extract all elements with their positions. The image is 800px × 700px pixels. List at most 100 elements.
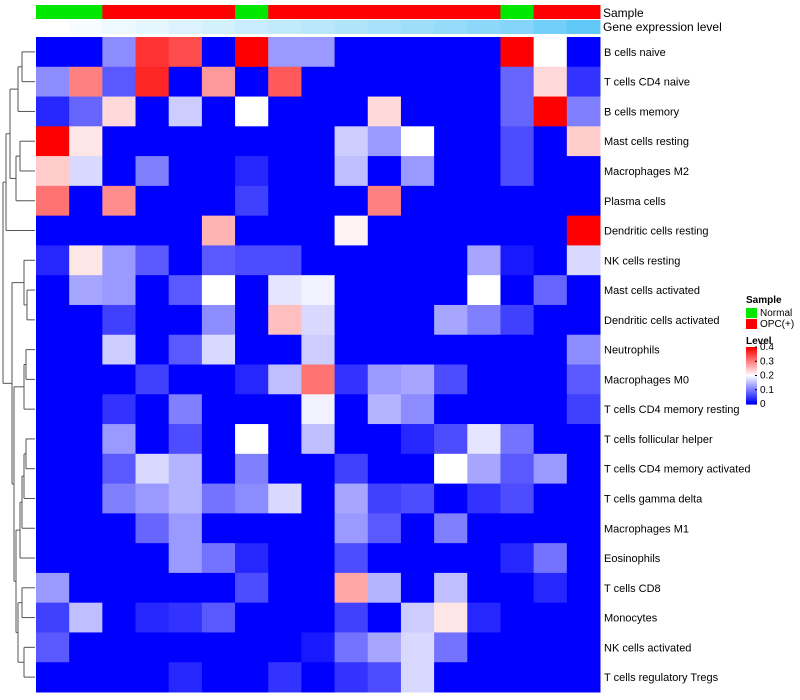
heatmap-cell [301, 572, 336, 604]
heatmap-cell [434, 483, 468, 514]
row-label: T cells follicular helper [604, 434, 713, 446]
heatmap-cell [467, 662, 501, 693]
heatmap-cell [268, 543, 302, 574]
heatmap-cell [69, 364, 103, 395]
legend-colorbar-step [746, 395, 757, 398]
heatmap-cell [69, 602, 103, 633]
sample-track-cell [69, 5, 103, 19]
heatmap-cell [533, 245, 568, 276]
heatmap-cell [334, 513, 369, 544]
heatmap-cell [102, 126, 137, 157]
heatmap-cell [500, 156, 535, 187]
heatmap-cell [367, 126, 402, 157]
annotation-tracks [36, 5, 601, 34]
heatmap-cell [201, 185, 236, 217]
heatmap-cell [168, 185, 203, 217]
heatmap-cell [566, 185, 601, 217]
heatmap-cell [36, 96, 70, 127]
heatmap-cell [400, 245, 435, 276]
heatmap-cell [334, 156, 369, 187]
heatmap-cell [434, 304, 468, 336]
heatmap-cell [201, 245, 236, 276]
heatmap-cell [434, 424, 468, 455]
heatmap-cell [566, 96, 601, 127]
heatmap-cell [135, 334, 170, 365]
legend-colorbar-step [746, 402, 757, 405]
legend-colorbar-step [746, 364, 757, 367]
heatmap-cell [566, 215, 601, 246]
heatmap-cell [467, 275, 501, 306]
legend-tick-label: 0.3 [760, 356, 774, 367]
row-label: NK cells activated [604, 642, 691, 654]
heatmap-cell [301, 275, 336, 306]
legend-colorbar-step [746, 378, 757, 381]
heatmap-cell [235, 275, 269, 306]
legend-colorbar-step [746, 359, 757, 362]
sample-track-cell [135, 5, 170, 19]
legend-colorbar-step [746, 349, 757, 352]
heatmap-cell [201, 37, 236, 68]
heatmap-cell [500, 453, 535, 485]
heatmap-cell [201, 632, 236, 663]
sample-track-cell [367, 5, 402, 19]
heatmap-cell [566, 483, 601, 514]
heatmap-cell [36, 424, 70, 455]
heatmap-cell [36, 156, 70, 187]
heatmap-cell [268, 602, 302, 633]
expression-track-cell [367, 20, 402, 34]
heatmap-cell [566, 602, 601, 633]
heatmap-cell [201, 424, 236, 455]
heatmap-cell [135, 572, 170, 604]
heatmap-cell [102, 394, 137, 425]
expression-track-cell [434, 20, 468, 34]
row-label: B cells naive [604, 47, 666, 59]
expression-track-cell [500, 20, 535, 34]
heatmap-cell [168, 662, 203, 693]
heatmap-cell [533, 364, 568, 395]
legend-colorbar-step [746, 355, 757, 358]
heatmap-cell [367, 483, 402, 514]
heatmap-cell [434, 394, 468, 425]
heatmap-cell [301, 513, 336, 544]
heatmap-cell [235, 513, 269, 544]
heatmap-cell [467, 215, 501, 246]
sample-track-cell [235, 5, 269, 19]
heatmap-cell [235, 334, 269, 365]
heatmap-cell [434, 126, 468, 157]
heatmap-cell [69, 156, 103, 187]
heatmap-cell [566, 632, 601, 663]
heatmap-cell [135, 483, 170, 514]
heatmap-cell [500, 424, 535, 455]
heatmap-cell [69, 543, 103, 574]
heatmap-cell [268, 304, 302, 336]
row-label: Eosinophils [604, 553, 661, 565]
heatmap-cell [533, 602, 568, 633]
heatmap-cell [135, 245, 170, 276]
heatmap-cell [69, 126, 103, 157]
heatmap-cell [301, 662, 336, 693]
heatmap-cell [334, 245, 369, 276]
heatmap-cell [36, 304, 70, 336]
expression-track-cell [69, 20, 103, 34]
heatmap-cell [301, 215, 336, 246]
heatmap-cell [334, 334, 369, 365]
legend-colorbar-step [746, 396, 757, 399]
heatmap-cell [201, 394, 236, 425]
heatmap-cell [135, 632, 170, 663]
heatmap-cell [566, 394, 601, 425]
row-label: T cells CD4 memory resting [604, 404, 740, 416]
heatmap-cell [400, 543, 435, 574]
heatmap-cell [566, 513, 601, 544]
heatmap-cell [168, 394, 203, 425]
heatmap-cell [467, 394, 501, 425]
heatmap-cell [36, 453, 70, 485]
heatmap-cell [69, 483, 103, 514]
heatmap-cell [301, 483, 336, 514]
heatmap-cell [168, 424, 203, 455]
heatmap-cell [36, 245, 70, 276]
heatmap-cell [135, 215, 170, 246]
heatmap-cell [135, 453, 170, 485]
legend-colorbar-step [746, 368, 757, 371]
